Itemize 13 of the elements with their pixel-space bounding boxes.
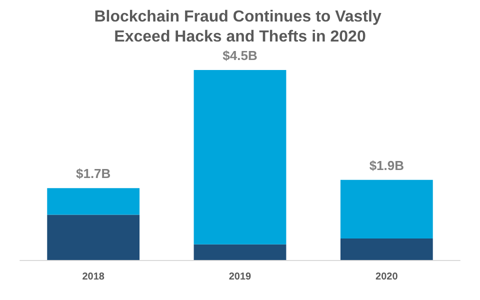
bar <box>47 214 140 260</box>
x-tick-label: 2019 <box>228 272 252 282</box>
bar <box>194 244 286 260</box>
annotation: $1.7B <box>76 166 111 182</box>
chart-title: Blockchain Fraud Continues to Vastly Exceed Hacks and Thefts in 2020 <box>94 8 386 46</box>
bar <box>340 238 433 260</box>
bar <box>47 188 140 215</box>
bar <box>340 180 433 239</box>
bar <box>194 70 286 244</box>
annotation: $1.9B <box>369 158 404 173</box>
x-tick-label: 2020 <box>376 272 398 282</box>
annotation: $4.5B <box>222 48 258 63</box>
x-tick-label: 2018 <box>82 272 105 282</box>
